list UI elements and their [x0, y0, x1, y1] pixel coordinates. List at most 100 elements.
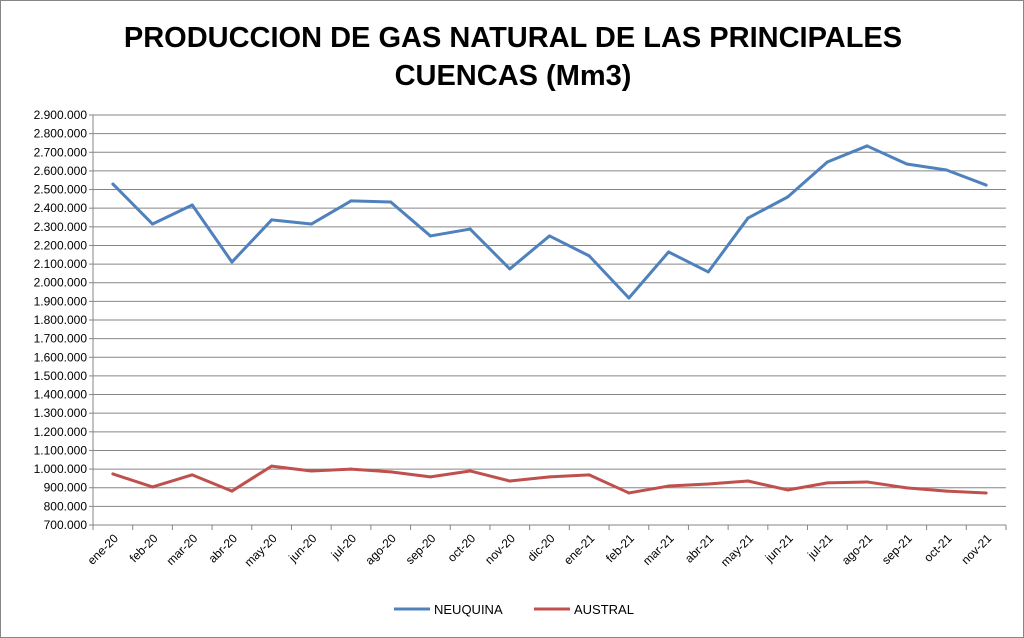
x-tick-label: oct-21 — [921, 531, 955, 565]
y-tick-label: 2.400.000 — [34, 201, 88, 215]
data-point-neuquina — [746, 216, 750, 220]
data-point-austral — [508, 479, 512, 483]
data-point-austral — [230, 489, 234, 493]
y-tick-label: 2.100.000 — [34, 257, 88, 271]
data-point-neuquina — [667, 250, 671, 254]
x-tick-label: ene-20 — [85, 531, 122, 568]
data-point-austral — [786, 488, 790, 492]
data-point-austral — [746, 479, 750, 483]
x-tick-label: ago-20 — [363, 531, 400, 568]
data-point-austral — [389, 470, 393, 474]
x-tick-label: nov-21 — [958, 531, 994, 567]
x-tick-label: dic-20 — [525, 531, 558, 564]
y-tick-label: 2.000.000 — [34, 276, 88, 290]
data-point-neuquina — [944, 168, 948, 172]
y-tick-label: 2.700.000 — [34, 145, 88, 159]
y-tick-label: 2.500.000 — [34, 183, 88, 197]
data-point-austral — [190, 473, 194, 477]
y-tick-label: 1.900.000 — [34, 294, 88, 308]
x-tick-label: may-21 — [718, 531, 756, 569]
data-point-neuquina — [825, 160, 829, 164]
data-point-neuquina — [468, 227, 472, 231]
data-point-neuquina — [190, 203, 194, 207]
data-point-austral — [905, 486, 909, 490]
data-point-neuquina — [786, 195, 790, 199]
data-point-austral — [825, 481, 829, 485]
data-point-neuquina — [309, 222, 313, 226]
series-line-austral — [112, 464, 987, 495]
x-tick-label: ago-21 — [839, 531, 876, 568]
data-point-austral — [587, 473, 591, 477]
data-point-austral — [151, 485, 155, 489]
x-tick-label: sep-21 — [879, 531, 915, 567]
y-tick-label: 1.000.000 — [34, 462, 88, 476]
y-tick-label: 2.300.000 — [34, 220, 88, 234]
x-tick-label: jul-20 — [328, 531, 360, 563]
x-tick-label: feb-21 — [603, 531, 637, 565]
x-tick-label: abr-20 — [206, 531, 241, 566]
y-tick-label: 1.400.000 — [34, 388, 88, 402]
chart-title-line-1: PRODUCCION DE GAS NATURAL DE LAS PRINCIP… — [123, 22, 903, 54]
data-point-neuquina — [548, 234, 551, 238]
data-point-neuquina — [270, 218, 274, 222]
y-tick-label: 2.800.000 — [34, 127, 88, 141]
x-tick-label: mar-21 — [640, 531, 677, 568]
data-point-neuquina — [111, 182, 115, 186]
data-point-austral — [349, 467, 353, 471]
data-point-neuquina — [349, 199, 353, 203]
y-tick-label: 2.900.000 — [34, 108, 88, 122]
data-point-neuquina — [984, 183, 988, 187]
data-point-neuquina — [587, 254, 591, 258]
data-point-neuquina — [389, 200, 393, 204]
x-tick-label: oct-20 — [445, 531, 479, 565]
data-point-austral — [428, 475, 432, 479]
data-point-austral — [111, 472, 115, 476]
data-point-austral — [865, 480, 869, 484]
data-point-neuquina — [151, 222, 155, 226]
y-tick-label: 2.200.000 — [34, 238, 88, 252]
chart-title: PRODUCCION DE GAS NATURAL DE LAS PRINCIP… — [1, 19, 1023, 95]
data-point-neuquina — [428, 234, 432, 238]
x-tick-label: ene-21 — [561, 531, 598, 568]
data-point-austral — [984, 491, 988, 495]
y-tick-label: 1.100.000 — [34, 443, 88, 457]
y-tick-label: 900.000 — [44, 481, 88, 495]
legend-label-austral: AUSTRAL — [574, 602, 634, 617]
data-point-austral — [468, 469, 472, 473]
data-point-neuquina — [706, 270, 710, 274]
y-tick-label: 1.800.000 — [34, 313, 88, 327]
y-tick-label: 800.000 — [44, 499, 88, 513]
x-tick-label: may-20 — [242, 531, 280, 569]
x-tick-label: feb-20 — [127, 531, 161, 565]
x-tick-label: nov-20 — [482, 531, 518, 567]
y-tick-label: 2.600.000 — [34, 164, 88, 178]
y-tick-label: 1.600.000 — [34, 350, 88, 364]
y-tick-label: 1.200.000 — [34, 425, 88, 439]
series-line-neuquina — [111, 144, 987, 300]
data-point-neuquina — [508, 267, 512, 271]
data-point-austral — [270, 464, 274, 468]
x-tick-label: jun-21 — [762, 531, 796, 565]
data-point-austral — [548, 475, 551, 479]
chart-title-line-2: CUENCAS (Mm3) — [394, 60, 632, 92]
x-tick-label: jun-20 — [285, 531, 319, 565]
data-point-austral — [667, 484, 671, 488]
data-point-neuquina — [905, 162, 909, 166]
y-tick-label: 1.300.000 — [34, 406, 88, 420]
data-point-neuquina — [865, 144, 869, 148]
data-point-neuquina — [627, 296, 631, 300]
data-point-austral — [309, 469, 313, 473]
y-tick-label: 700.000 — [44, 518, 88, 532]
data-point-austral — [627, 491, 631, 495]
legend-label-neuquina: NEUQUINA — [434, 602, 503, 617]
x-tick-label: sep-20 — [403, 531, 439, 567]
x-tick-label: jul-21 — [804, 531, 836, 563]
data-point-austral — [706, 482, 710, 486]
y-tick-label: 1.500.000 — [34, 369, 88, 383]
x-tick-label: mar-20 — [164, 531, 201, 568]
x-tick-label: abr-21 — [682, 531, 717, 566]
data-point-austral — [944, 489, 948, 493]
y-tick-label: 1.700.000 — [34, 332, 88, 346]
data-point-neuquina — [230, 260, 234, 264]
